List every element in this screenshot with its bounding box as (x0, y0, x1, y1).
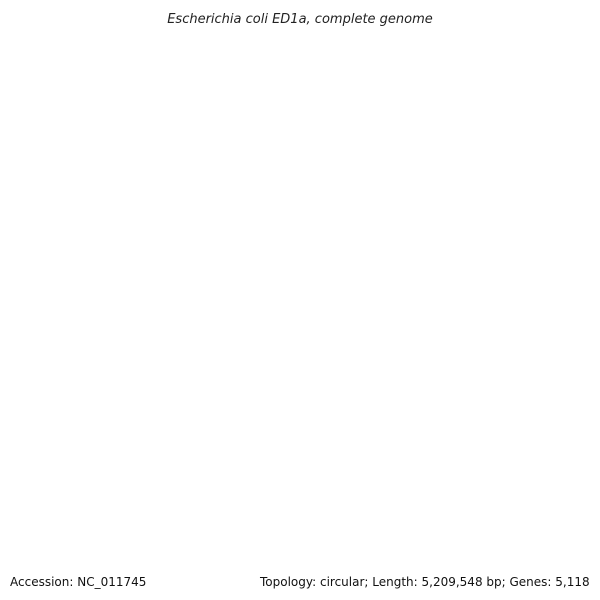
genome-summary-text: Topology: circular; Length: 5,209,548 bp… (258, 574, 592, 590)
accession-text: Accession: NC_011745 (8, 574, 149, 590)
map-title: Escherichia coli ED1a, complete genome (167, 12, 433, 27)
